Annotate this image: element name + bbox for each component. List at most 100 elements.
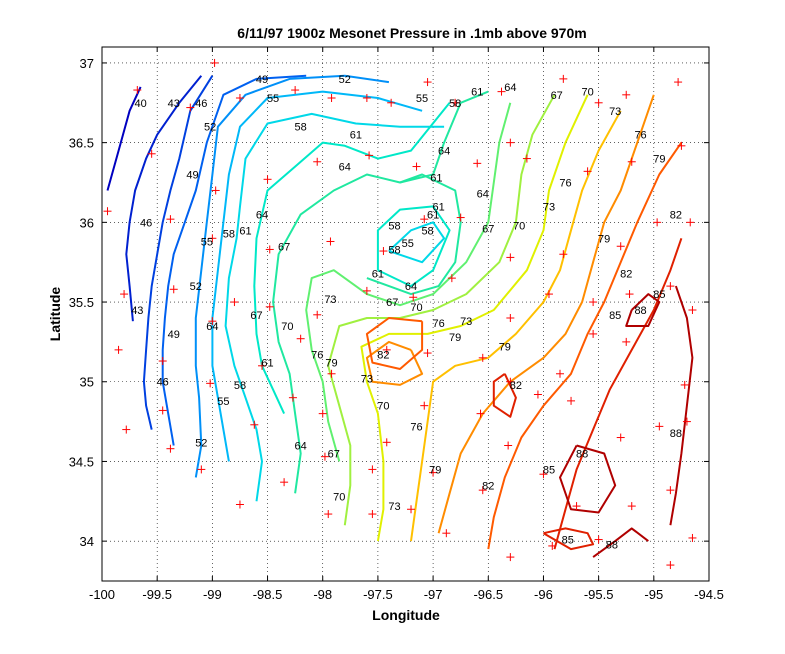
contour-line-58	[224, 112, 445, 502]
contour-label: 67	[386, 297, 398, 309]
contour-label: 46	[140, 217, 152, 229]
station-marker	[506, 313, 515, 322]
station-marker	[666, 282, 675, 291]
x-tick-label: -98.5	[253, 587, 283, 602]
station-marker	[235, 94, 244, 103]
station-marker	[147, 149, 156, 158]
contour-label: 82	[670, 209, 682, 221]
station-marker	[625, 290, 634, 299]
station-marker	[572, 502, 581, 511]
y-tick-label: 34	[80, 534, 94, 549]
station-marker	[211, 186, 220, 195]
contour-label: 82	[510, 380, 522, 392]
station-marker	[544, 290, 553, 299]
contour-label: 58	[421, 225, 433, 237]
contour-line-88	[559, 444, 617, 514]
contour-label: 70	[281, 321, 293, 333]
contour-line-58	[388, 221, 446, 264]
station-marker	[120, 290, 129, 299]
contour-label: 82	[482, 480, 494, 492]
station-markers	[103, 58, 697, 570]
station-marker	[320, 452, 329, 461]
contour-label: 55	[201, 236, 213, 248]
contour-label: 58	[223, 229, 235, 241]
station-marker	[627, 502, 636, 511]
x-tick-label: -94.5	[694, 587, 724, 602]
station-marker	[158, 406, 167, 415]
station-marker	[197, 465, 206, 474]
contour-line-64	[366, 173, 462, 296]
station-marker	[133, 86, 142, 95]
station-marker	[208, 317, 217, 326]
contour-line-46	[142, 75, 214, 430]
station-marker	[362, 286, 371, 295]
station-marker	[326, 237, 335, 246]
contour-label: 79	[449, 332, 461, 344]
station-marker	[407, 505, 416, 514]
station-marker	[589, 329, 598, 338]
x-tick-label: -99	[203, 587, 222, 602]
station-marker	[382, 438, 391, 447]
contour-label: 61	[372, 268, 384, 280]
contour-label: 82	[377, 350, 389, 362]
station-marker	[382, 345, 391, 354]
station-marker	[616, 242, 625, 251]
contour-label: 61	[432, 201, 444, 213]
station-marker	[114, 345, 123, 354]
station-marker	[478, 486, 487, 495]
station-marker	[166, 444, 175, 453]
station-marker	[497, 87, 506, 96]
contour-line-52	[194, 74, 390, 478]
contour-label: 43	[168, 98, 180, 110]
station-marker	[103, 207, 112, 216]
station-marker	[318, 409, 327, 418]
contour-label: 49	[256, 74, 268, 86]
contour-label: 64	[405, 281, 417, 293]
contour-label: 49	[186, 170, 198, 182]
contour-label: 61	[239, 225, 251, 237]
contour-label: 79	[653, 154, 665, 166]
station-marker	[548, 541, 557, 550]
contour-line-88	[592, 527, 649, 558]
station-marker	[313, 157, 322, 166]
contour-label: 76	[634, 130, 646, 142]
station-marker	[522, 154, 531, 163]
y-tick-label: 34.5	[69, 454, 94, 469]
contour-label: 52	[195, 437, 207, 449]
contour-label: 58	[295, 122, 307, 134]
contour-label: 79	[429, 464, 441, 476]
station-marker	[616, 433, 625, 442]
station-marker	[313, 310, 322, 319]
station-marker	[263, 175, 272, 184]
x-tick-label: -97	[424, 587, 443, 602]
station-marker	[622, 90, 631, 99]
contour-label: 70	[513, 221, 525, 233]
station-marker	[594, 535, 603, 544]
x-tick-label: -95.5	[584, 587, 614, 602]
contour-label: 73	[460, 316, 472, 328]
contour-line-79	[437, 94, 655, 534]
x-tick-label: -96	[534, 587, 553, 602]
station-marker	[504, 441, 513, 450]
contour-label: 67	[551, 90, 563, 102]
contour-label: 85	[562, 535, 574, 547]
contour-label: 79	[499, 342, 511, 354]
station-marker	[206, 379, 215, 388]
contour-label: 76	[432, 318, 444, 330]
station-marker	[235, 500, 244, 509]
contour-label: 73	[543, 201, 555, 213]
contour-line-79	[365, 340, 424, 386]
station-marker	[210, 58, 219, 67]
station-marker	[478, 353, 487, 362]
contour-label: 55	[217, 396, 229, 408]
station-marker	[674, 78, 683, 87]
contour-label: 64	[256, 209, 268, 221]
station-marker	[362, 94, 371, 103]
station-marker	[186, 103, 195, 112]
contour-label: 73	[388, 501, 400, 513]
station-marker	[324, 510, 333, 519]
station-marker	[122, 425, 131, 434]
station-marker	[368, 465, 377, 474]
x-tick-label: -95	[644, 587, 663, 602]
